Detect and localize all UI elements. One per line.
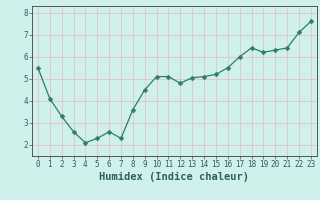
X-axis label: Humidex (Indice chaleur): Humidex (Indice chaleur)	[100, 172, 249, 182]
